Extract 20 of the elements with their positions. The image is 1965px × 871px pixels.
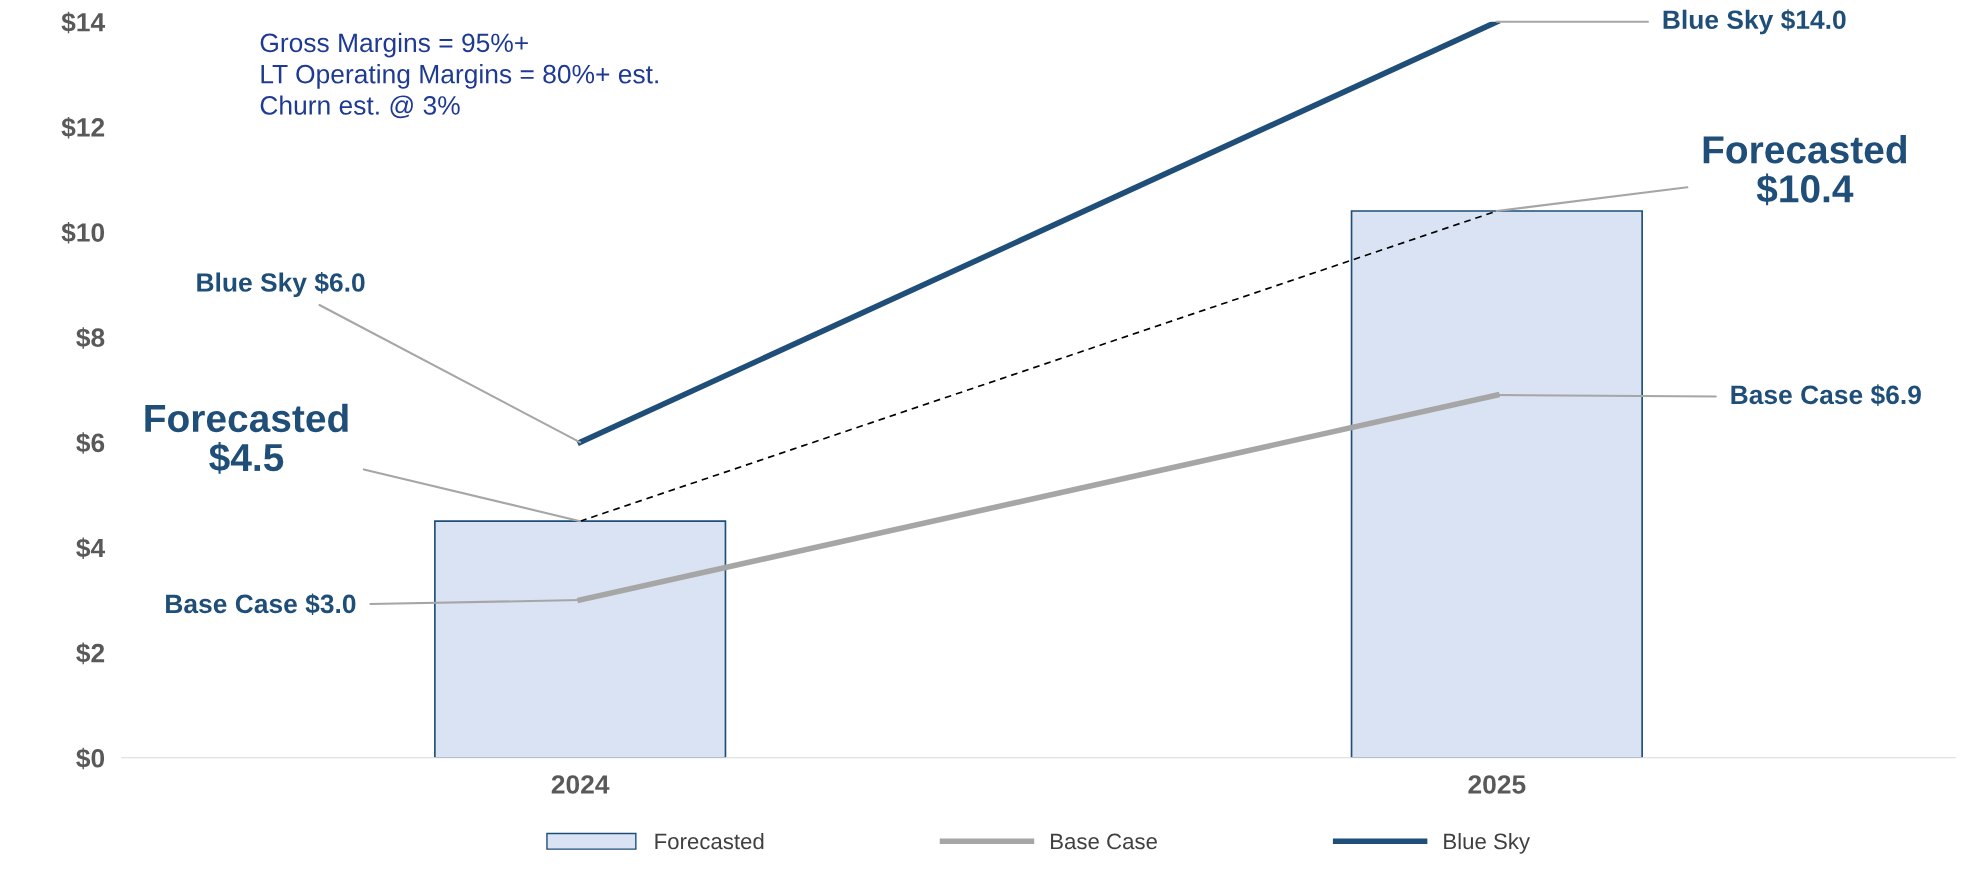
y-tick-label: $2 <box>76 642 105 665</box>
annotation: Base Case $6.9 <box>1731 384 1921 406</box>
annotation: Forecasted $4.5 <box>145 403 348 474</box>
annotation: Blue Sky $14.0 <box>1663 9 1846 35</box>
legend-label: Forecasted <box>655 832 764 850</box>
y-tick-label: $0 <box>76 747 105 770</box>
y-tick-label: $12 <box>61 116 105 139</box>
y-tick-label: $10 <box>61 222 105 244</box>
y-tick-label: $14 <box>61 11 106 34</box>
y-tick-label: $4 <box>76 537 106 560</box>
x-tick-label: 2024 <box>551 775 610 794</box>
annotation: Base Case $3.0 <box>166 593 356 615</box>
y-tick-label: $6 <box>76 432 105 454</box>
annotation: Blue Sky $6.0 <box>197 271 365 298</box>
x-tick-label: 2025 <box>1468 775 1526 794</box>
annotation: Gross Margins = 95%+ LT Operating Margins = 80%+ est. Churn est. @ 3% <box>260 32 658 119</box>
legend-label: Base Case <box>1051 833 1157 850</box>
annotation: Forecasted $10.4 <box>1703 134 1907 206</box>
y-tick-label: $8 <box>76 327 105 349</box>
legend-label: Blue Sky <box>1444 832 1531 854</box>
